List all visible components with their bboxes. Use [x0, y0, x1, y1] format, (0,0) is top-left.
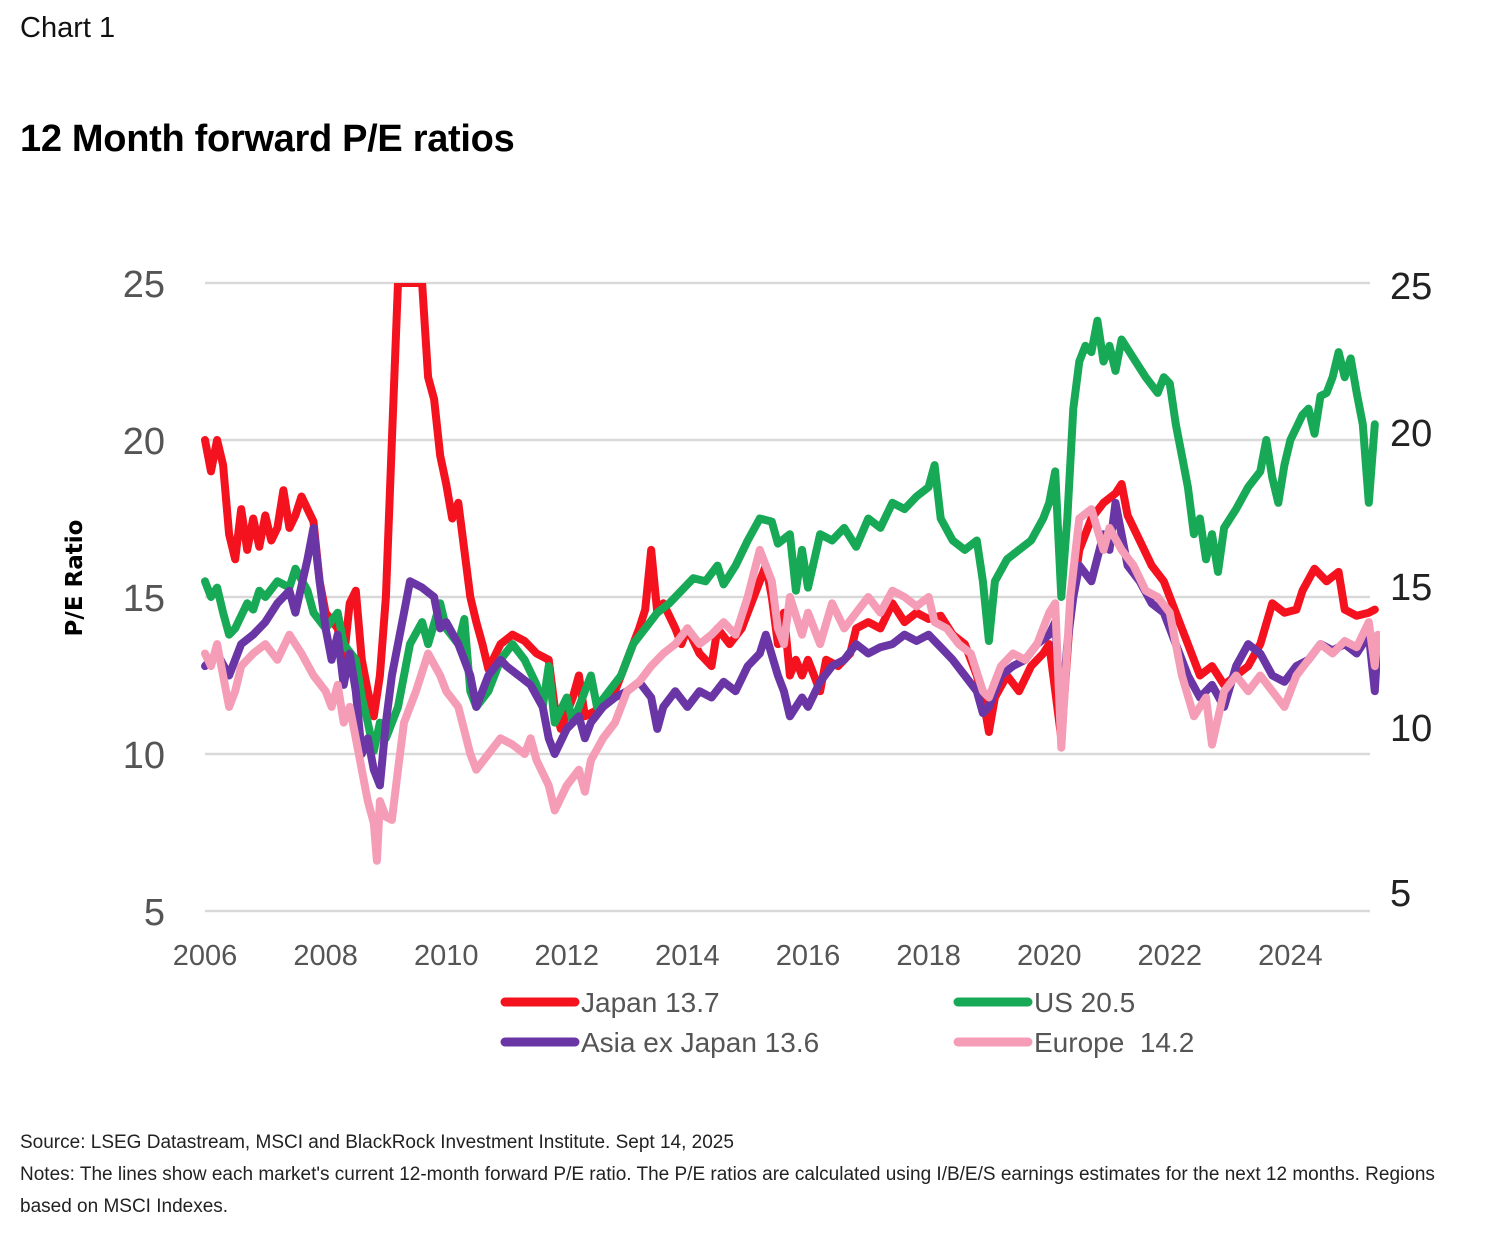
x-tick-label: 2018 [896, 940, 961, 972]
legend-label: Asia ex Japan 13.6 [581, 1027, 819, 1058]
y-tick-label-left: 10 [123, 735, 165, 777]
series-line-asia [201, 498, 1380, 790]
legend-label: Europe 14.2 [1034, 1027, 1194, 1058]
source-note: Source: LSEG Datastream, MSCI and BlackR… [20, 1132, 734, 1153]
series-line-us [201, 316, 1379, 755]
y-tick-label-left: 5 [144, 892, 165, 934]
chart-title: 12 Month forward P/E ratios [20, 118, 515, 160]
x-tick-label: 2010 [414, 940, 479, 972]
x-tick-label: 2016 [776, 940, 841, 972]
y-tick-label-right: 25 [1390, 266, 1432, 308]
y-tick-label-left: 25 [123, 264, 165, 306]
x-tick-label: 2012 [535, 940, 600, 972]
y-axis-right: 25 20 15 10 5 [1390, 266, 1432, 915]
series-line-japan [201, 283, 1379, 743]
y-tick-label-right: 5 [1390, 873, 1411, 915]
x-axis: 2006 2008 2010 2012 2014 2016 2018 2020 2022 2024 [173, 940, 1323, 972]
series-line-europe [201, 505, 1380, 865]
legend: Japan 13.7 US 20.5 Asia ex Japan 13.6 Europ… [500, 987, 1194, 1058]
y-axis-label: P/E Ratio [62, 520, 88, 637]
y-tick-label-right: 15 [1390, 567, 1432, 609]
chart-label: Chart 1 [20, 12, 116, 44]
x-tick-label: 2022 [1138, 940, 1203, 972]
y-axis-left: 25 20 15 10 5 [123, 264, 165, 934]
y-tick-label-right: 10 [1390, 708, 1432, 750]
x-tick-label: 2024 [1258, 940, 1323, 972]
series-lines [201, 283, 1380, 865]
y-tick-label-left: 15 [123, 578, 165, 620]
x-tick-label: 2014 [655, 940, 720, 972]
chart-plot: 25 20 15 10 5 25 20 15 10 5 2006 2008 2010 2012 2014… [62, 264, 1432, 1058]
legend-label: Japan 13.7 [581, 987, 720, 1018]
x-tick-label: 2008 [293, 940, 358, 972]
y-tick-label-right: 20 [1390, 413, 1432, 455]
footer: Source: LSEG Datastream, MSCI and BlackR… [20, 1127, 1470, 1223]
x-tick-label: 2020 [1017, 940, 1082, 972]
notes: Notes: The lines show each market's curr… [20, 1164, 1435, 1217]
x-tick-label: 2006 [173, 940, 238, 972]
legend-label: US 20.5 [1034, 987, 1135, 1018]
y-tick-label-left: 20 [123, 421, 165, 463]
